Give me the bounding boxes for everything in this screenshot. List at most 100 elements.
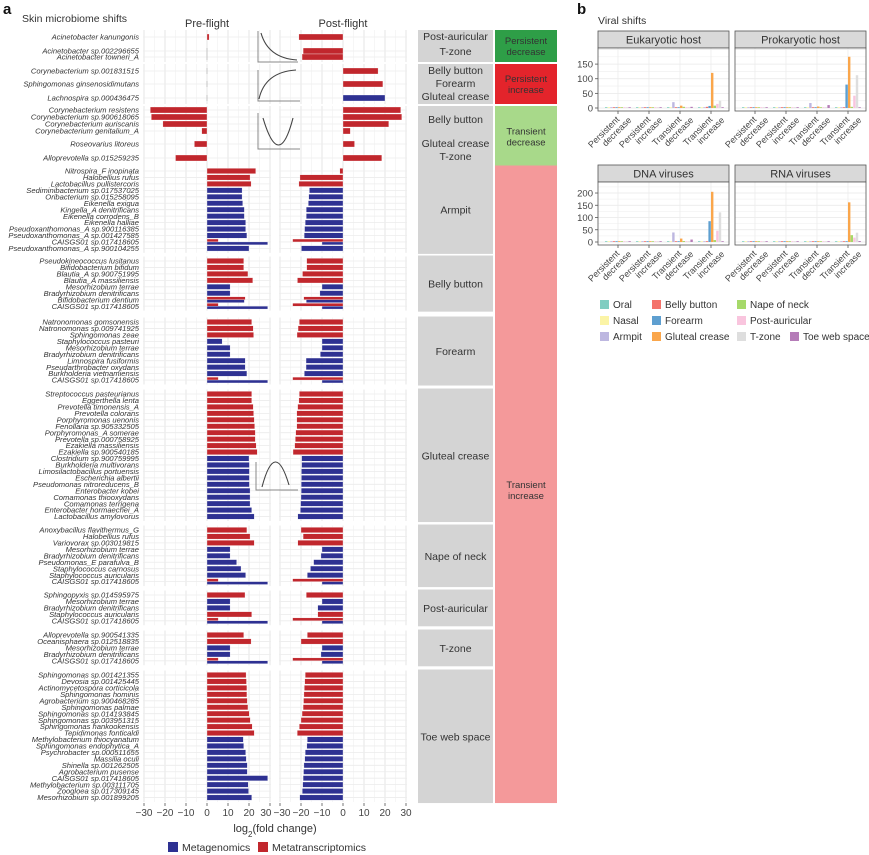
viral-bar-t-zone <box>656 107 660 108</box>
metatranscriptomics-bar-post <box>342 120 389 128</box>
metatranscriptomics-bar-pre <box>206 410 254 417</box>
metatranscriptomics-bar-post <box>303 691 344 698</box>
legend-swatch <box>600 316 609 325</box>
metatranscriptomics-bar-pre <box>206 303 219 307</box>
taxon-label: Clostridium sp.900759995 <box>51 454 140 463</box>
x-tick-label: −20 <box>157 808 174 819</box>
taxon-label: Mesorhizobium terrae <box>66 343 139 352</box>
taxon-label: Fenollaria sp.905332505 <box>55 422 139 431</box>
metatranscriptomics-bar-post <box>300 527 344 533</box>
metagenomics-bar-pre <box>206 370 248 377</box>
viral-bar-t-zone <box>762 241 766 242</box>
trend-curve-icon <box>257 31 298 63</box>
taxon-label: Porphyromonas uenonis <box>57 415 140 424</box>
taxon-label: Halobellius rufus <box>83 173 139 182</box>
metagenomics-bar-pre <box>206 788 249 794</box>
viral-bar-post-auricular <box>623 241 626 242</box>
viral-bar-t-zone <box>687 107 691 108</box>
viral-bar-gluteal-crease <box>755 107 758 108</box>
viral-bar-toe-web-space <box>765 241 768 242</box>
pattern-label: Transient <box>506 480 546 491</box>
viral-bar-forearm <box>814 107 817 108</box>
metagenomics-bar-pre <box>206 364 246 370</box>
viral-bar-post-auricular <box>853 237 856 242</box>
taxon-label: Massilia oculi <box>94 754 139 763</box>
metatranscriptomics-bar-post <box>307 632 344 638</box>
metatranscriptomics-bar-pre <box>206 319 252 325</box>
viral-bar-nape-of-neck <box>713 105 716 108</box>
viral-bar-armpit <box>641 107 644 108</box>
viral-bar-gluteal-crease <box>848 202 851 242</box>
taxon-label: Nitrospira_F inopinata <box>65 167 139 176</box>
panel-b-title: Viral shifts <box>598 15 646 27</box>
metatranscriptomics-bar-pre <box>206 442 257 449</box>
x-tick-label: 10 <box>358 808 370 819</box>
viral-bar-nasal <box>607 107 610 108</box>
metagenomics-bar-pre <box>206 598 231 605</box>
site-label: Forearm <box>436 78 476 90</box>
metatranscriptomics-bar-post <box>292 238 344 243</box>
metatranscriptomics-bar-post <box>292 657 344 661</box>
viral-bar-gluteal-crease <box>786 107 789 108</box>
taxon-label: Lactobacillus amylovorus <box>54 512 139 521</box>
viral-bar-nape-of-neck <box>757 241 760 242</box>
pattern-label: decrease <box>506 138 545 149</box>
taxon-label: Acinetobacter sp.002296655 <box>41 47 139 56</box>
viral-bar-forearm <box>783 107 786 108</box>
viral-bar-belly-button <box>842 241 846 242</box>
metagenomics-bar-pre <box>206 605 231 611</box>
metatranscriptomics-bar-post <box>300 638 344 645</box>
legend-swatch <box>790 332 799 341</box>
site-label: Forearm <box>436 346 476 358</box>
viral-bar-armpit <box>672 102 675 108</box>
taxon-label: Tepidimonas fonticaldi <box>64 729 139 738</box>
metatranscriptomics-bar-pre <box>206 168 256 174</box>
viral-bar-belly-button <box>811 107 815 108</box>
viral-bar-gluteal-crease <box>786 241 789 242</box>
viral-bar-t-zone <box>824 107 828 108</box>
y-tick-label: 50 <box>582 225 593 236</box>
taxon-label: Prevotella sp.000758925 <box>55 435 140 444</box>
viral-bar-armpit <box>840 241 843 242</box>
metatranscriptomics-bar-pre <box>151 113 208 121</box>
metatranscriptomics-bar-pre <box>206 685 248 691</box>
y-tick-label: 0 <box>588 238 593 249</box>
metagenomics-bar-post <box>307 572 344 578</box>
metatranscriptomics-bar-post <box>296 423 344 430</box>
taxon-label: Natronomonas gomsonensis <box>42 318 139 327</box>
viral-bar-post-auricular <box>685 241 688 242</box>
metagenomics-bar-post <box>321 305 344 310</box>
metatranscriptomics-bar-post <box>301 710 344 717</box>
x-tick-label: 20 <box>243 808 255 819</box>
metagenomics-bar-post <box>305 749 344 756</box>
metagenomics-bar-pre <box>206 513 255 520</box>
metagenomics-bar-pre <box>206 756 247 762</box>
legend-swatch <box>600 332 609 341</box>
metagenomics-bar-post <box>321 241 344 246</box>
viral-bar-nape-of-neck <box>620 107 623 108</box>
metatranscriptomics-bar-post <box>301 53 344 61</box>
metagenomics-bar-pre <box>206 351 231 358</box>
viral-bar-forearm <box>677 107 680 108</box>
metagenomics-bar-post <box>307 736 344 743</box>
pattern-strip <box>495 64 557 104</box>
metagenomics-bar-post <box>301 468 344 475</box>
taxon-label: Sphingomonas zeae <box>70 331 139 340</box>
viral-bar-gluteal-crease <box>711 72 714 108</box>
metagenomics-bar-post <box>321 645 344 651</box>
viral-bar-gluteal-crease <box>711 191 714 242</box>
metatranscriptomics-bar-pre <box>206 710 250 717</box>
metagenomics-bar-pre <box>206 219 246 226</box>
viral-bar-oral <box>605 107 608 108</box>
viral-bar-forearm <box>708 105 711 108</box>
metagenomics-bar-post <box>301 455 344 462</box>
viral-bar-nasal <box>744 241 747 242</box>
metagenomics-bar-post <box>309 187 344 194</box>
metagenomics-bar-post <box>313 559 344 566</box>
metatranscriptomics-bar-pre <box>206 657 219 661</box>
taxon-label: Psychrobacter sp.000511655 <box>41 748 140 757</box>
metatranscriptomics-bar-post <box>298 33 344 41</box>
viral-bar-nape-of-neck <box>850 106 853 108</box>
viral-bar-forearm <box>646 107 649 108</box>
